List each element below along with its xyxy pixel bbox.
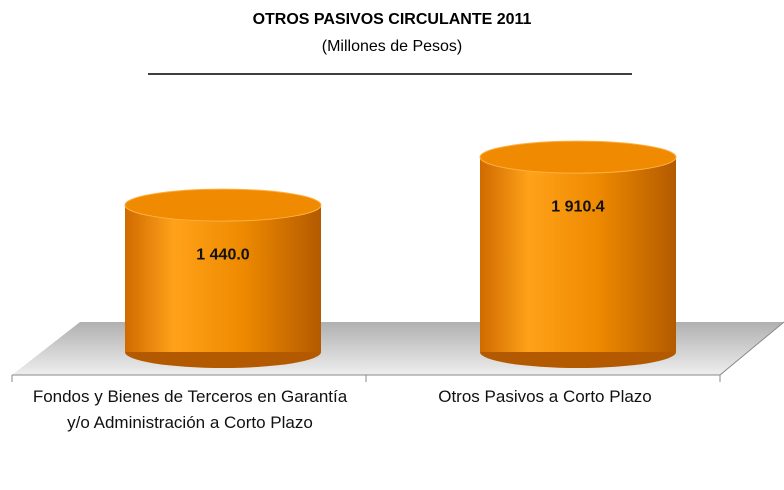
floor-edge <box>719 321 784 376</box>
cylinder-top <box>124 188 322 222</box>
x-tick-label: Otros Pasivos a Corto Plazo <box>438 387 652 406</box>
cylinder-top <box>479 140 677 174</box>
data-label: 1 910.4 <box>551 198 604 215</box>
data-label: 1 440.0 <box>196 246 249 263</box>
chart-subtitle: (Millones de Pesos) <box>322 38 463 55</box>
bar <box>125 205 321 352</box>
bar <box>480 157 676 352</box>
chart-title: OTROS PASIVOS CIRCULANTE 2011 <box>253 11 532 28</box>
x-tick-label: Fondos y Bienes de Terceros en Garantía … <box>32 387 348 432</box>
